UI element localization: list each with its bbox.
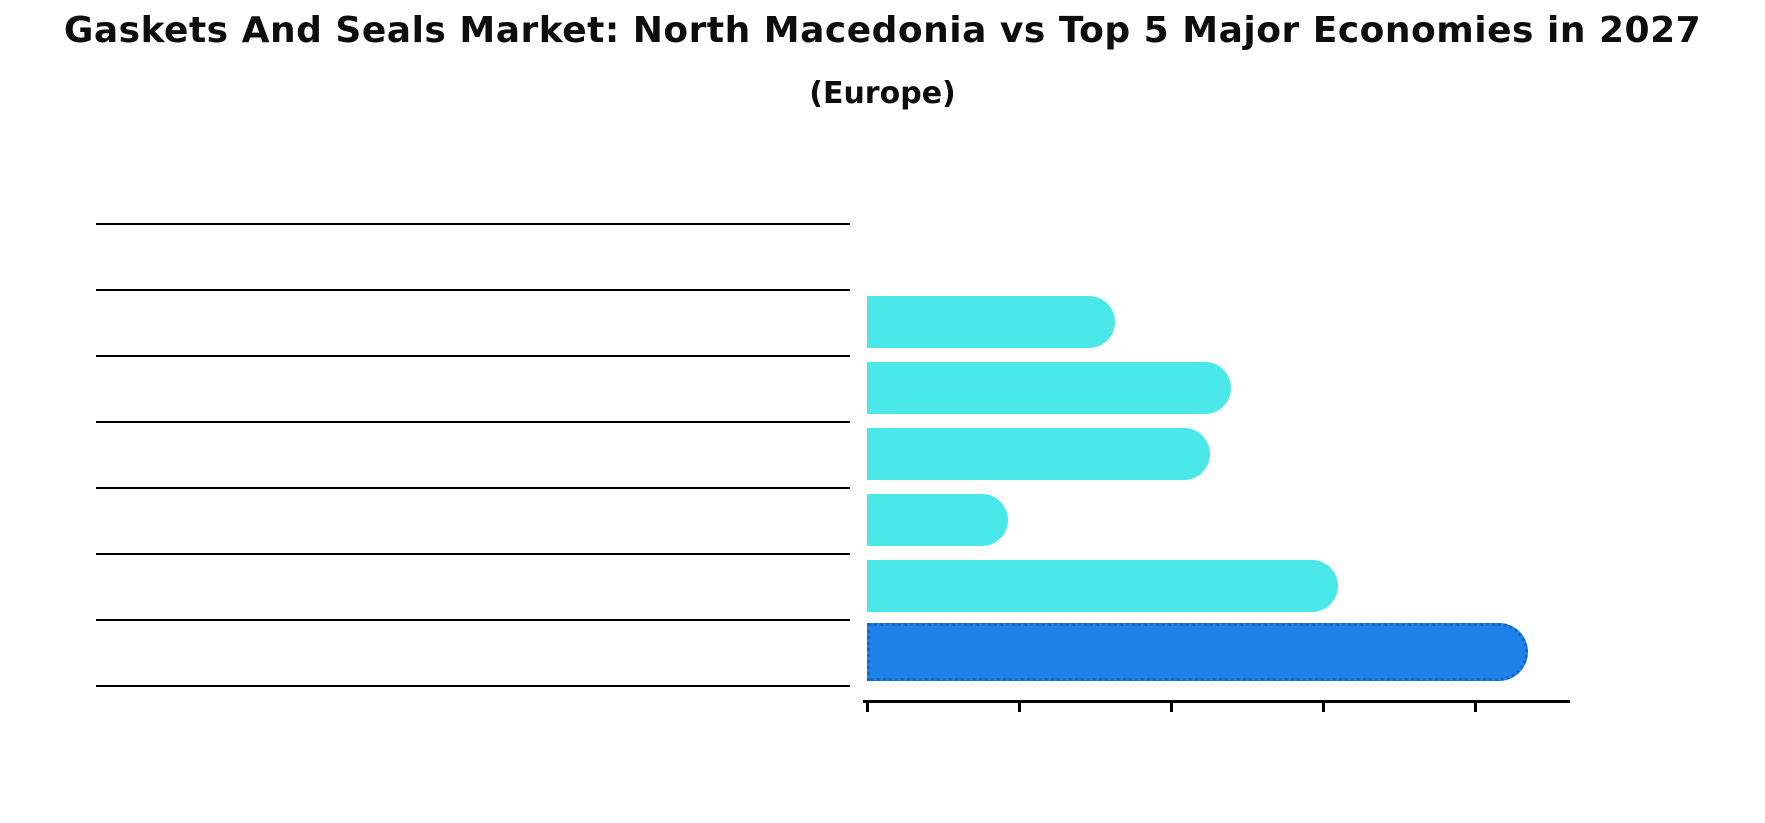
bar bbox=[867, 560, 1339, 612]
x-axis-line bbox=[863, 700, 1571, 703]
comparison-table bbox=[96, 223, 850, 687]
table-row bbox=[96, 423, 850, 489]
table-row bbox=[96, 291, 850, 357]
table-row bbox=[96, 621, 850, 687]
chart-title: Gaskets And Seals Market: North Macedoni… bbox=[63, 10, 1702, 51]
chart-subtitle: (Europe) bbox=[809, 76, 956, 111]
bar bbox=[867, 296, 1115, 348]
x-axis-tick bbox=[1170, 700, 1173, 712]
table-row bbox=[96, 489, 850, 555]
bar bbox=[867, 428, 1210, 480]
x-axis-tick bbox=[1018, 700, 1021, 712]
x-axis-tick bbox=[1474, 700, 1477, 712]
table-row bbox=[96, 357, 850, 423]
bar bbox=[867, 362, 1232, 414]
table-row bbox=[96, 555, 850, 621]
x-axis-tick bbox=[866, 700, 869, 712]
table-header-row bbox=[96, 225, 850, 291]
x-axis-tick bbox=[1322, 700, 1325, 712]
highlight-bar bbox=[867, 623, 1529, 681]
bar bbox=[867, 494, 1008, 546]
